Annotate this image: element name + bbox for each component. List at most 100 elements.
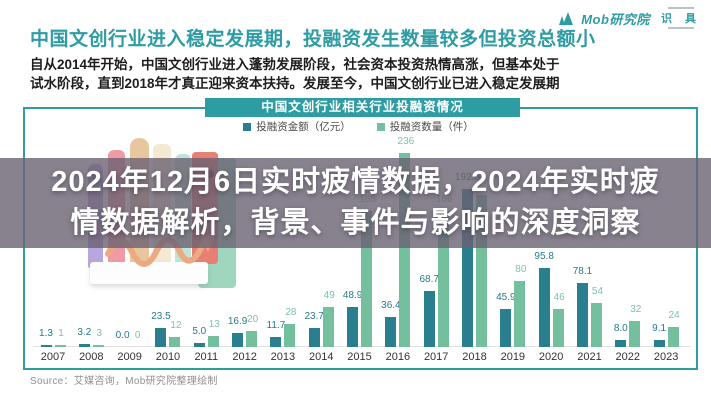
- bar-count-2017: [437, 211, 449, 347]
- bar-amount-2015: [347, 307, 359, 347]
- year-label-2022: 2022: [615, 351, 641, 363]
- year-label-2019: 2019: [500, 351, 526, 363]
- bar-count-2018: [476, 195, 488, 347]
- bar-amount-2008: [78, 344, 90, 347]
- bar-count-2016: [399, 153, 411, 347]
- year-label-2017: 2017: [423, 351, 449, 363]
- bar-count-2012: [246, 331, 258, 347]
- overlay-banner: 2024年12月6日实时疲情数据，2024年实时疲 情数据解析，背景、事件与影响…: [0, 158, 711, 248]
- bar-label-amount-2015: 48.9: [342, 290, 363, 301]
- bar-count-2010: [169, 337, 181, 347]
- bar-amount-2012: [232, 333, 244, 347]
- bar-count-2021: [590, 303, 602, 347]
- bar-count-2013: [284, 324, 296, 347]
- bar-label-count-2023: 24: [668, 310, 680, 321]
- overlay-title-line-2: 情数据解析，背景、事件与影响的深度洞察: [70, 207, 641, 239]
- year-label-2011: 2011: [194, 351, 219, 363]
- brand-badge-text: 识 具: [660, 13, 701, 25]
- year-label-2009: 2009: [117, 351, 142, 363]
- year-label-2015: 2015: [347, 351, 372, 363]
- bar-label-count-2012: 20: [247, 314, 259, 325]
- year-label-2010: 2010: [155, 351, 181, 363]
- bar-amount-2022: [615, 340, 627, 347]
- intro-line-1: 自从2014年开始，中国文创行业进入蓬勃发展阶段，社会资本投资热情高涨，但基本处…: [30, 57, 560, 72]
- badge-decor-line-bottom: [667, 27, 694, 29]
- bar-label-count-2011: 13: [208, 319, 220, 330]
- brand-name: Mob研究院: [581, 11, 650, 27]
- bar-amount-2016: [385, 317, 397, 347]
- bar-label-amount-2009: 0.0: [115, 330, 130, 341]
- bar-label-count-2007: 1: [58, 328, 64, 339]
- chart-legend: 投融资金额（亿元） 投融资数量（件）: [23, 119, 694, 134]
- bar-count-2022: [629, 321, 641, 347]
- bar-label-count-2020: 46: [553, 292, 565, 303]
- year-label-2013: 2013: [270, 351, 296, 363]
- year-label-2012: 2012: [232, 351, 257, 363]
- bar-count-2015: [361, 211, 373, 347]
- legend-item-amount: 投融资金额（亿元）: [243, 119, 351, 134]
- chart-panel-title: 中国文创行业相关行业投融资情况: [205, 98, 520, 117]
- overlay-title-line-1: 2024年12月6日实时疲情数据，2024年实时疲: [51, 166, 660, 198]
- intro-line-2: 试水阶段，直到2018年才真正迎来资本扶持。发展至今，中国文创行业已进入稳定发展…: [30, 76, 560, 91]
- brand-row: Mob研究院 识 具: [556, 6, 701, 30]
- bar-label-count-2013: 28: [285, 307, 297, 318]
- bar-label-count-2009: 0: [134, 330, 141, 341]
- legend-label-amount: 投融资金额（亿元）: [256, 121, 351, 133]
- bar-label-count-2014: 49: [323, 290, 335, 301]
- mob-logo-icon: [559, 11, 574, 25]
- year-label-2020: 2020: [538, 351, 564, 363]
- bar-amount-2014: [308, 328, 320, 347]
- legend-swatch-count: [376, 122, 385, 131]
- bar-amount-2021: [576, 283, 588, 347]
- bar-label-amount-2016: 36.4: [381, 300, 401, 311]
- year-label-2008: 2008: [79, 351, 104, 363]
- bar-label-amount-2020: 95.8: [534, 251, 554, 262]
- year-label-2021: 2021: [577, 351, 602, 363]
- bar-amount-2017: [423, 291, 435, 347]
- bar-label-amount-2023: 9.1: [652, 323, 667, 334]
- bar-label-count-2016: 236: [397, 136, 415, 147]
- year-label-2007: 2007: [40, 351, 66, 363]
- bar-label-amount-2007: 1.3: [39, 328, 53, 339]
- bar-count-2019: [514, 281, 526, 347]
- bar-amount-2018: [462, 189, 474, 347]
- source-note: Source：艾媒咨询，Mob研究院整理绘制: [30, 376, 218, 387]
- bar-label-amount-2019: 45.9: [496, 292, 516, 303]
- bar-label-amount-2022: 8.0: [613, 323, 628, 334]
- legend-label-count: 投融资数量（件）: [389, 121, 474, 133]
- illustration-platform: [90, 262, 208, 284]
- bar-label-count-2021: 54: [591, 286, 604, 297]
- bar-label-count-2008: 3: [96, 328, 103, 339]
- year-label-2014: 2014: [308, 351, 334, 363]
- bar-count-2014: [322, 307, 334, 347]
- bar-amount-2013: [270, 337, 282, 347]
- bar-label-amount-2013: 11.7: [266, 320, 286, 331]
- bar-label-count-2019: 80: [515, 264, 527, 275]
- page-title: 中国文创行业进入稳定发展期，投融资发生数量较多但投资总额小: [30, 29, 596, 50]
- bar-label-amount-2014: 23.7: [304, 311, 324, 322]
- bar-count-2008: [92, 345, 104, 347]
- bar-label-amount-2017: 68.7: [419, 274, 439, 285]
- bar-amount-2007: [40, 345, 52, 347]
- bar-label-amount-2011: 5.0: [192, 326, 207, 337]
- bar-label-count-2022: 32: [630, 304, 642, 315]
- year-label-2018: 2018: [462, 351, 487, 363]
- intro-paragraph: 自从2014年开始，中国文创行业进入蓬勃发展阶段，社会资本投资热情高涨，但基本处…: [30, 55, 688, 93]
- bar-amount-2010: [155, 328, 167, 347]
- bar-count-2011: [207, 336, 219, 347]
- badge-decor-line-top: [667, 7, 694, 9]
- brand-badge: 识 具: [661, 6, 701, 30]
- bar-label-amount-2008: 3.2: [77, 327, 92, 338]
- year-label-2016: 2016: [385, 351, 411, 363]
- bar-count-2007: [54, 345, 66, 347]
- bar-label-amount-2012: 16.9: [227, 316, 248, 327]
- bar-amount-2019: [500, 309, 512, 347]
- year-label-2023: 2023: [653, 351, 679, 363]
- bar-label-amount-2021: 78.1: [572, 266, 593, 277]
- legend-swatch-amount: [243, 122, 252, 131]
- bar-label-count-2010: 12: [170, 320, 182, 331]
- bar-amount-2020: [538, 268, 550, 347]
- legend-item-count: 投融资数量（件）: [376, 119, 474, 134]
